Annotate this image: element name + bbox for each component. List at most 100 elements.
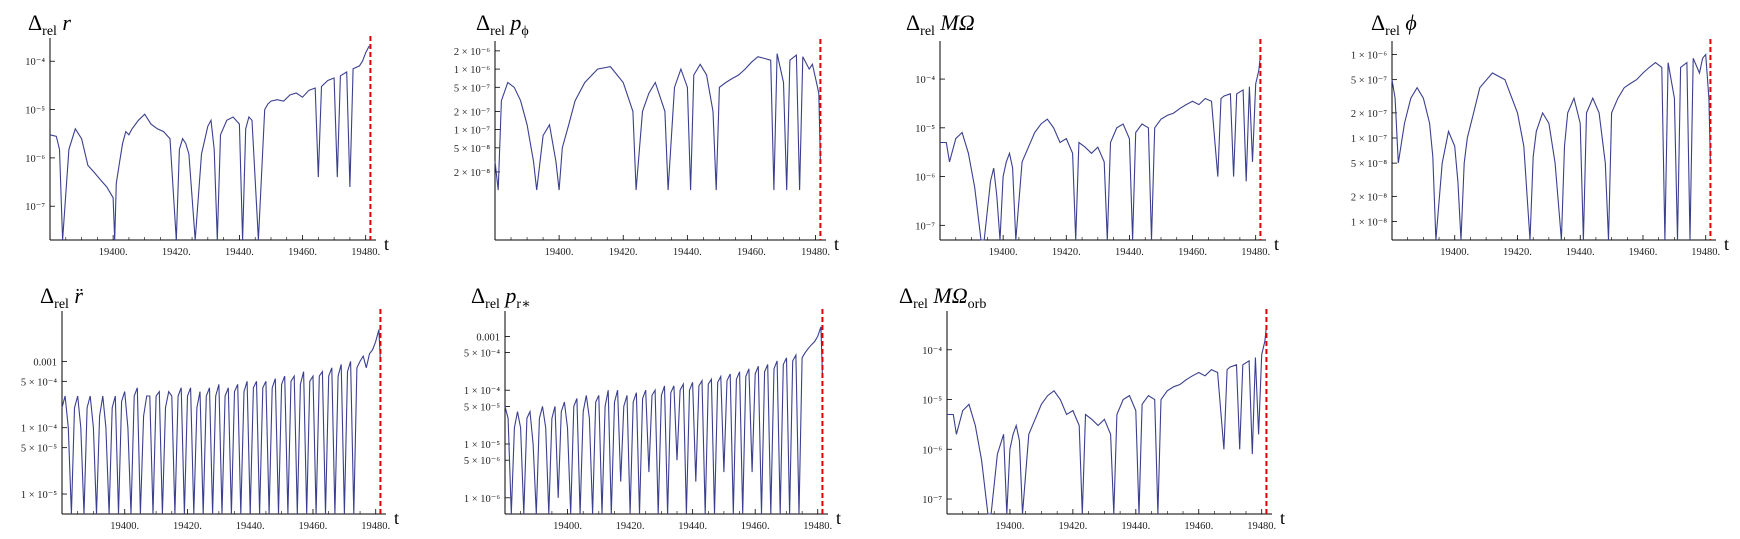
y-tick-label: 2 × 10⁻⁷ — [1351, 109, 1387, 120]
series-line — [504, 326, 823, 515]
y-tick-label: 1 × 10⁻⁶ — [1351, 51, 1387, 62]
y-tick-label: 10⁻⁷ — [915, 221, 935, 232]
y-tick-label: 10⁻⁶ — [915, 173, 935, 184]
x-tick-label: 19460. — [741, 521, 770, 532]
x-tick-label: 19420. — [173, 521, 202, 532]
y-tick-label: 5 × 10⁻⁴ — [21, 377, 57, 388]
x-tick-label: 19440. — [673, 247, 702, 258]
x-tick-label: 19440. — [225, 247, 254, 258]
y-tick-label: 1 × 10⁻⁵ — [21, 490, 57, 501]
y-tick-label: 1 × 10⁻⁴ — [464, 386, 500, 397]
panel-delta-rel-r: Δrel r t 19400. 19420. 19440. 19460. 19480. 10⁻… — [25, 10, 389, 258]
x-tick-label: 19420. — [609, 247, 638, 258]
y-tick-label: 1 × 10⁻⁴ — [21, 424, 57, 435]
x-tick-label: 19440. — [1121, 521, 1150, 532]
x-axis-label: t — [834, 234, 839, 254]
x-tick-label: 19480. — [801, 247, 830, 258]
series-line — [49, 46, 371, 241]
y-tick-label: 1 × 10⁻⁷ — [454, 126, 490, 137]
x-tick-label: 19400. — [1440, 247, 1469, 258]
y-tick-label: 10⁻⁷ — [25, 202, 45, 213]
x-axis-label: t — [384, 234, 389, 254]
y-tick-label: 10⁻⁴ — [915, 75, 935, 86]
x-tick-label: 19400. — [996, 521, 1025, 532]
panel-delta-rel-r-ddot: Δrel r̈ t 19400. 19420. 19440. 19460. 19480. 0.… — [21, 283, 399, 532]
y-tick-label: 5 × 10⁻⁵ — [464, 402, 500, 413]
y-tick-label: 5 × 10⁻⁷ — [1351, 76, 1387, 87]
series-line — [947, 325, 1267, 515]
x-tick-label: 19420. — [162, 247, 191, 258]
x-tick-label: 19460. — [299, 521, 328, 532]
x-axis-label: t — [836, 508, 841, 528]
panel-delta-rel-m-omega-orb: Δrel MΩorb t 19400. 19420. 19440. 19460. 19480… — [899, 283, 1285, 532]
y-tick-label: 5 × 10⁻⁷ — [454, 83, 490, 94]
x-tick-label: 19440. — [1115, 247, 1144, 258]
chart-title: Δrel pϕ — [476, 10, 529, 39]
y-tick-label: 5 × 10⁻⁵ — [21, 444, 57, 455]
y-tick-label: 10⁻⁴ — [25, 57, 45, 68]
y-tick-label: 10⁻⁶ — [25, 154, 45, 165]
y-tick-label: 5 × 10⁻⁸ — [1351, 159, 1387, 170]
x-tick-label: 19440. — [678, 521, 707, 532]
y-tick-label: 2 × 10⁻⁷ — [454, 107, 490, 118]
chart-title: Δrel MΩorb — [899, 283, 986, 312]
y-tick-label: 10⁻⁴ — [922, 346, 942, 357]
y-tick-label: 2 × 10⁻⁸ — [1351, 192, 1387, 203]
y-tick-label: 10⁻⁵ — [922, 396, 942, 407]
x-tick-label: 19420. — [1058, 521, 1087, 532]
x-axis-label: t — [394, 508, 399, 528]
y-tick-label: 1 × 10⁻⁶ — [464, 494, 500, 505]
y-tick-label: 0.001 — [476, 332, 500, 343]
panel-delta-rel-p-r-star: Δrel pr∗ t 19400. 19420. 19440. 19460. 19480. 0… — [464, 283, 841, 532]
panel-delta-rel-phi: Δrel ϕ t 19400. 19420. 19440. 19460. 19480. 1 ×… — [1351, 10, 1729, 258]
x-tick-label: 19480. — [351, 247, 380, 258]
x-tick-label: 19460. — [1629, 247, 1658, 258]
y-tick-label: 5 × 10⁻⁴ — [464, 349, 500, 360]
series-line — [494, 53, 821, 191]
x-tick-label: 19460. — [1178, 247, 1207, 258]
x-tick-label: 19480. — [1691, 247, 1720, 258]
x-tick-label: 19420. — [1052, 247, 1081, 258]
series-line — [1391, 53, 1711, 241]
x-tick-label: 19460. — [1184, 521, 1213, 532]
x-tick-label: 19440. — [1566, 247, 1595, 258]
x-tick-label: 19420. — [1503, 247, 1532, 258]
y-tick-label: 1 × 10⁻⁵ — [464, 440, 500, 451]
y-tick-label: 10⁻⁶ — [922, 445, 942, 456]
y-tick-label: 2 × 10⁻⁶ — [454, 47, 490, 58]
x-tick-label: 19480. — [1247, 521, 1276, 532]
x-axis-label: t — [1274, 234, 1279, 254]
x-tick-label: 19460. — [737, 247, 766, 258]
y-tick-label: 1 × 10⁻⁶ — [454, 65, 490, 76]
panel-delta-rel-p-phi: Δrel pϕ t 19400. 19420. 19440. 19460. 19480. 2 … — [454, 10, 839, 258]
y-tick-label: 5 × 10⁻⁸ — [454, 144, 490, 155]
chart-title: Δrel pr∗ — [471, 283, 531, 312]
y-tick-label: 0.001 — [33, 357, 57, 368]
x-tick-label: 19440. — [236, 521, 265, 532]
y-tick-label: 1 × 10⁻⁷ — [1351, 134, 1387, 145]
chart-title: Δrel r — [28, 10, 71, 39]
x-axis-label: t — [1724, 234, 1729, 254]
y-tick-label: 10⁻⁵ — [25, 106, 45, 117]
y-tick-label: 10⁻⁵ — [915, 124, 935, 135]
series-line — [940, 55, 1261, 241]
panel-delta-rel-m-omega: Δrel MΩ t 19400. 19420. 19440. 19460. 19480. 10… — [906, 10, 1279, 258]
y-tick-label: 2 × 10⁻⁸ — [454, 168, 490, 179]
x-tick-label: 19400. — [989, 247, 1018, 258]
x-tick-label: 19480. — [803, 521, 832, 532]
x-tick-label: 19480. — [1241, 247, 1270, 258]
x-tick-label: 19400. — [110, 521, 139, 532]
x-axis-label: t — [1280, 508, 1285, 528]
y-tick-label: 1 × 10⁻⁸ — [1351, 217, 1387, 228]
series-line — [61, 329, 381, 515]
y-tick-label: 10⁻⁷ — [922, 495, 942, 506]
x-tick-label: 19420. — [616, 521, 645, 532]
x-tick-label: 19460. — [288, 247, 317, 258]
y-tick-label: 5 × 10⁻⁶ — [464, 456, 500, 467]
x-tick-label: 19400. — [553, 521, 582, 532]
chart-title: Δrel MΩ — [906, 10, 975, 39]
x-tick-label: 19400. — [99, 247, 128, 258]
chart-title: Δrel r̈ — [40, 283, 83, 312]
x-tick-label: 19400. — [545, 247, 574, 258]
